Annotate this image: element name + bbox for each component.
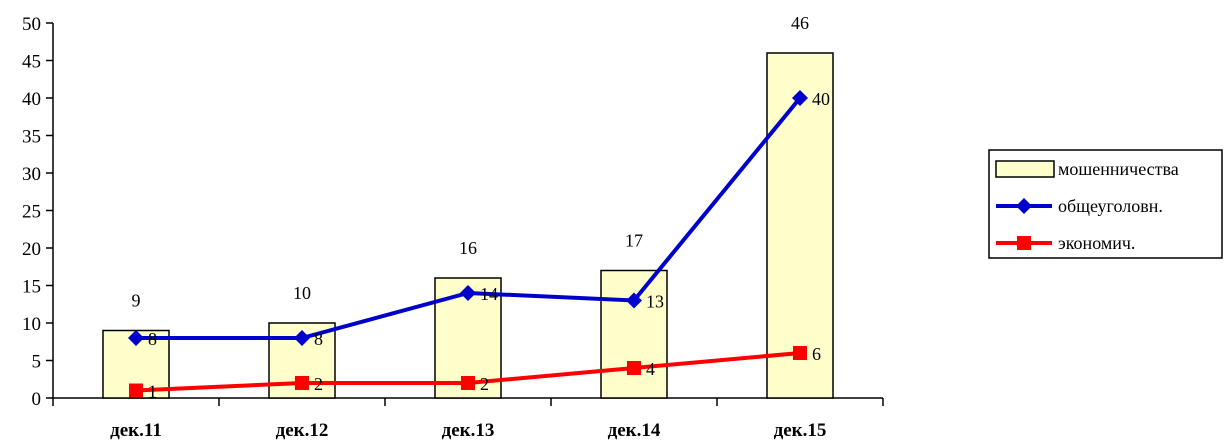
bar-data-label: 10 xyxy=(293,283,311,303)
legend-swatch-bar xyxy=(995,160,1055,178)
square-marker xyxy=(295,376,309,390)
line-data-label: 4 xyxy=(646,359,655,379)
legend-label: экономич. xyxy=(1058,233,1135,253)
line-data-label: 1 xyxy=(148,382,157,402)
y-tick-label: 10 xyxy=(22,314,41,335)
bar-series xyxy=(102,52,834,399)
x-category-label: дек.15 xyxy=(774,420,827,441)
square-marker xyxy=(793,346,807,360)
bar-data-label: 46 xyxy=(791,13,809,33)
y-tick-label: 25 xyxy=(22,202,41,223)
x-category-label: дек.14 xyxy=(608,420,661,441)
line-data-label: 13 xyxy=(646,292,664,312)
line-data-label: 2 xyxy=(480,374,489,394)
legend: мошенничества общеуголовн. экономич. xyxy=(988,149,1223,259)
x-category-label: дек.11 xyxy=(110,420,162,441)
diamond-marker xyxy=(792,90,808,106)
line-data-label: 14 xyxy=(480,284,498,304)
y-tick-label: 40 xyxy=(22,89,41,110)
diamond-marker xyxy=(460,285,476,301)
square-marker xyxy=(129,383,143,398)
y-tick-label: 35 xyxy=(22,127,41,148)
legend-label: мошенничества xyxy=(1058,159,1179,179)
bar-data-label: 16 xyxy=(459,238,477,258)
diamond-marker xyxy=(294,330,310,346)
line-data-label: 2 xyxy=(314,374,323,394)
bar xyxy=(766,52,834,399)
legend-square-marker xyxy=(1017,236,1031,250)
diamond-marker xyxy=(128,330,144,346)
line-series xyxy=(128,90,808,398)
legend-diamond-marker xyxy=(1016,198,1032,214)
bar-data-label: 17 xyxy=(625,231,643,251)
line-data-label: 6 xyxy=(812,344,821,364)
y-tick-label: 50 xyxy=(22,14,41,35)
x-category-label: дек.12 xyxy=(276,420,329,441)
square-marker xyxy=(461,376,475,390)
line-data-label: 8 xyxy=(148,329,157,349)
y-tick-label: 45 xyxy=(22,52,41,73)
y-tick-label: 5 xyxy=(32,352,42,373)
y-tick-label: 0 xyxy=(32,389,42,410)
y-tick-label: 15 xyxy=(22,277,41,298)
bar-data-label: 9 xyxy=(132,291,141,311)
diamond-marker xyxy=(626,292,642,309)
bar xyxy=(600,269,668,399)
axes: 0 5 10 15 20 25 30 35 40 45 50 дек.11 дек.12 дек.13 де… xyxy=(22,14,884,441)
line-data-label: 40 xyxy=(812,89,830,109)
y-tick-label: 20 xyxy=(22,239,41,260)
legend-label: общеуголовн. xyxy=(1058,196,1163,216)
x-category-label: дек.13 xyxy=(442,420,495,441)
y-tick-label: 30 xyxy=(22,164,41,185)
square-marker xyxy=(627,361,641,375)
line-data-label: 8 xyxy=(314,329,323,349)
